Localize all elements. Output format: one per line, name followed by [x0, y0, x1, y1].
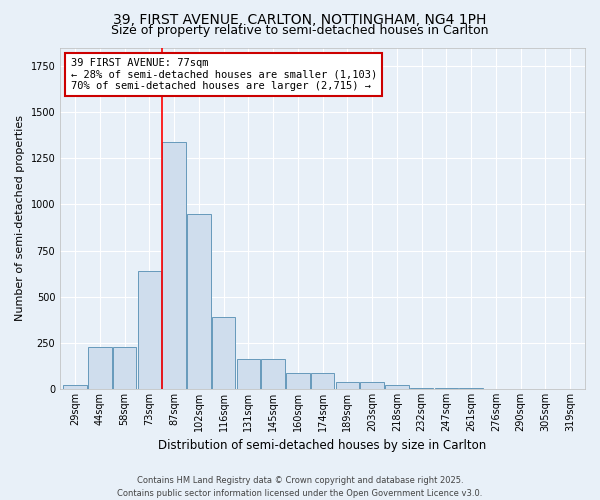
- Bar: [137, 271, 161, 389]
- Bar: [212, 317, 235, 389]
- Bar: [113, 346, 136, 389]
- Text: Contains HM Land Registry data © Crown copyright and database right 2025.
Contai: Contains HM Land Registry data © Crown c…: [118, 476, 482, 498]
- X-axis label: Distribution of semi-detached houses by size in Carlton: Distribution of semi-detached houses by …: [158, 440, 487, 452]
- Bar: [262, 358, 285, 389]
- Bar: [410, 388, 433, 389]
- Bar: [162, 142, 186, 389]
- Bar: [311, 374, 334, 389]
- Text: Size of property relative to semi-detached houses in Carlton: Size of property relative to semi-detach…: [111, 24, 489, 37]
- Bar: [361, 382, 384, 389]
- Bar: [236, 358, 260, 389]
- Text: 39, FIRST AVENUE, CARLTON, NOTTINGHAM, NG4 1PH: 39, FIRST AVENUE, CARLTON, NOTTINGHAM, N…: [113, 12, 487, 26]
- Bar: [187, 214, 211, 389]
- Bar: [335, 382, 359, 389]
- Y-axis label: Number of semi-detached properties: Number of semi-detached properties: [15, 116, 25, 322]
- Bar: [434, 388, 458, 389]
- Bar: [88, 346, 112, 389]
- Text: 39 FIRST AVENUE: 77sqm
← 28% of semi-detached houses are smaller (1,103)
70% of : 39 FIRST AVENUE: 77sqm ← 28% of semi-det…: [71, 58, 377, 91]
- Bar: [385, 386, 409, 389]
- Bar: [63, 386, 87, 389]
- Bar: [460, 388, 483, 389]
- Bar: [286, 374, 310, 389]
